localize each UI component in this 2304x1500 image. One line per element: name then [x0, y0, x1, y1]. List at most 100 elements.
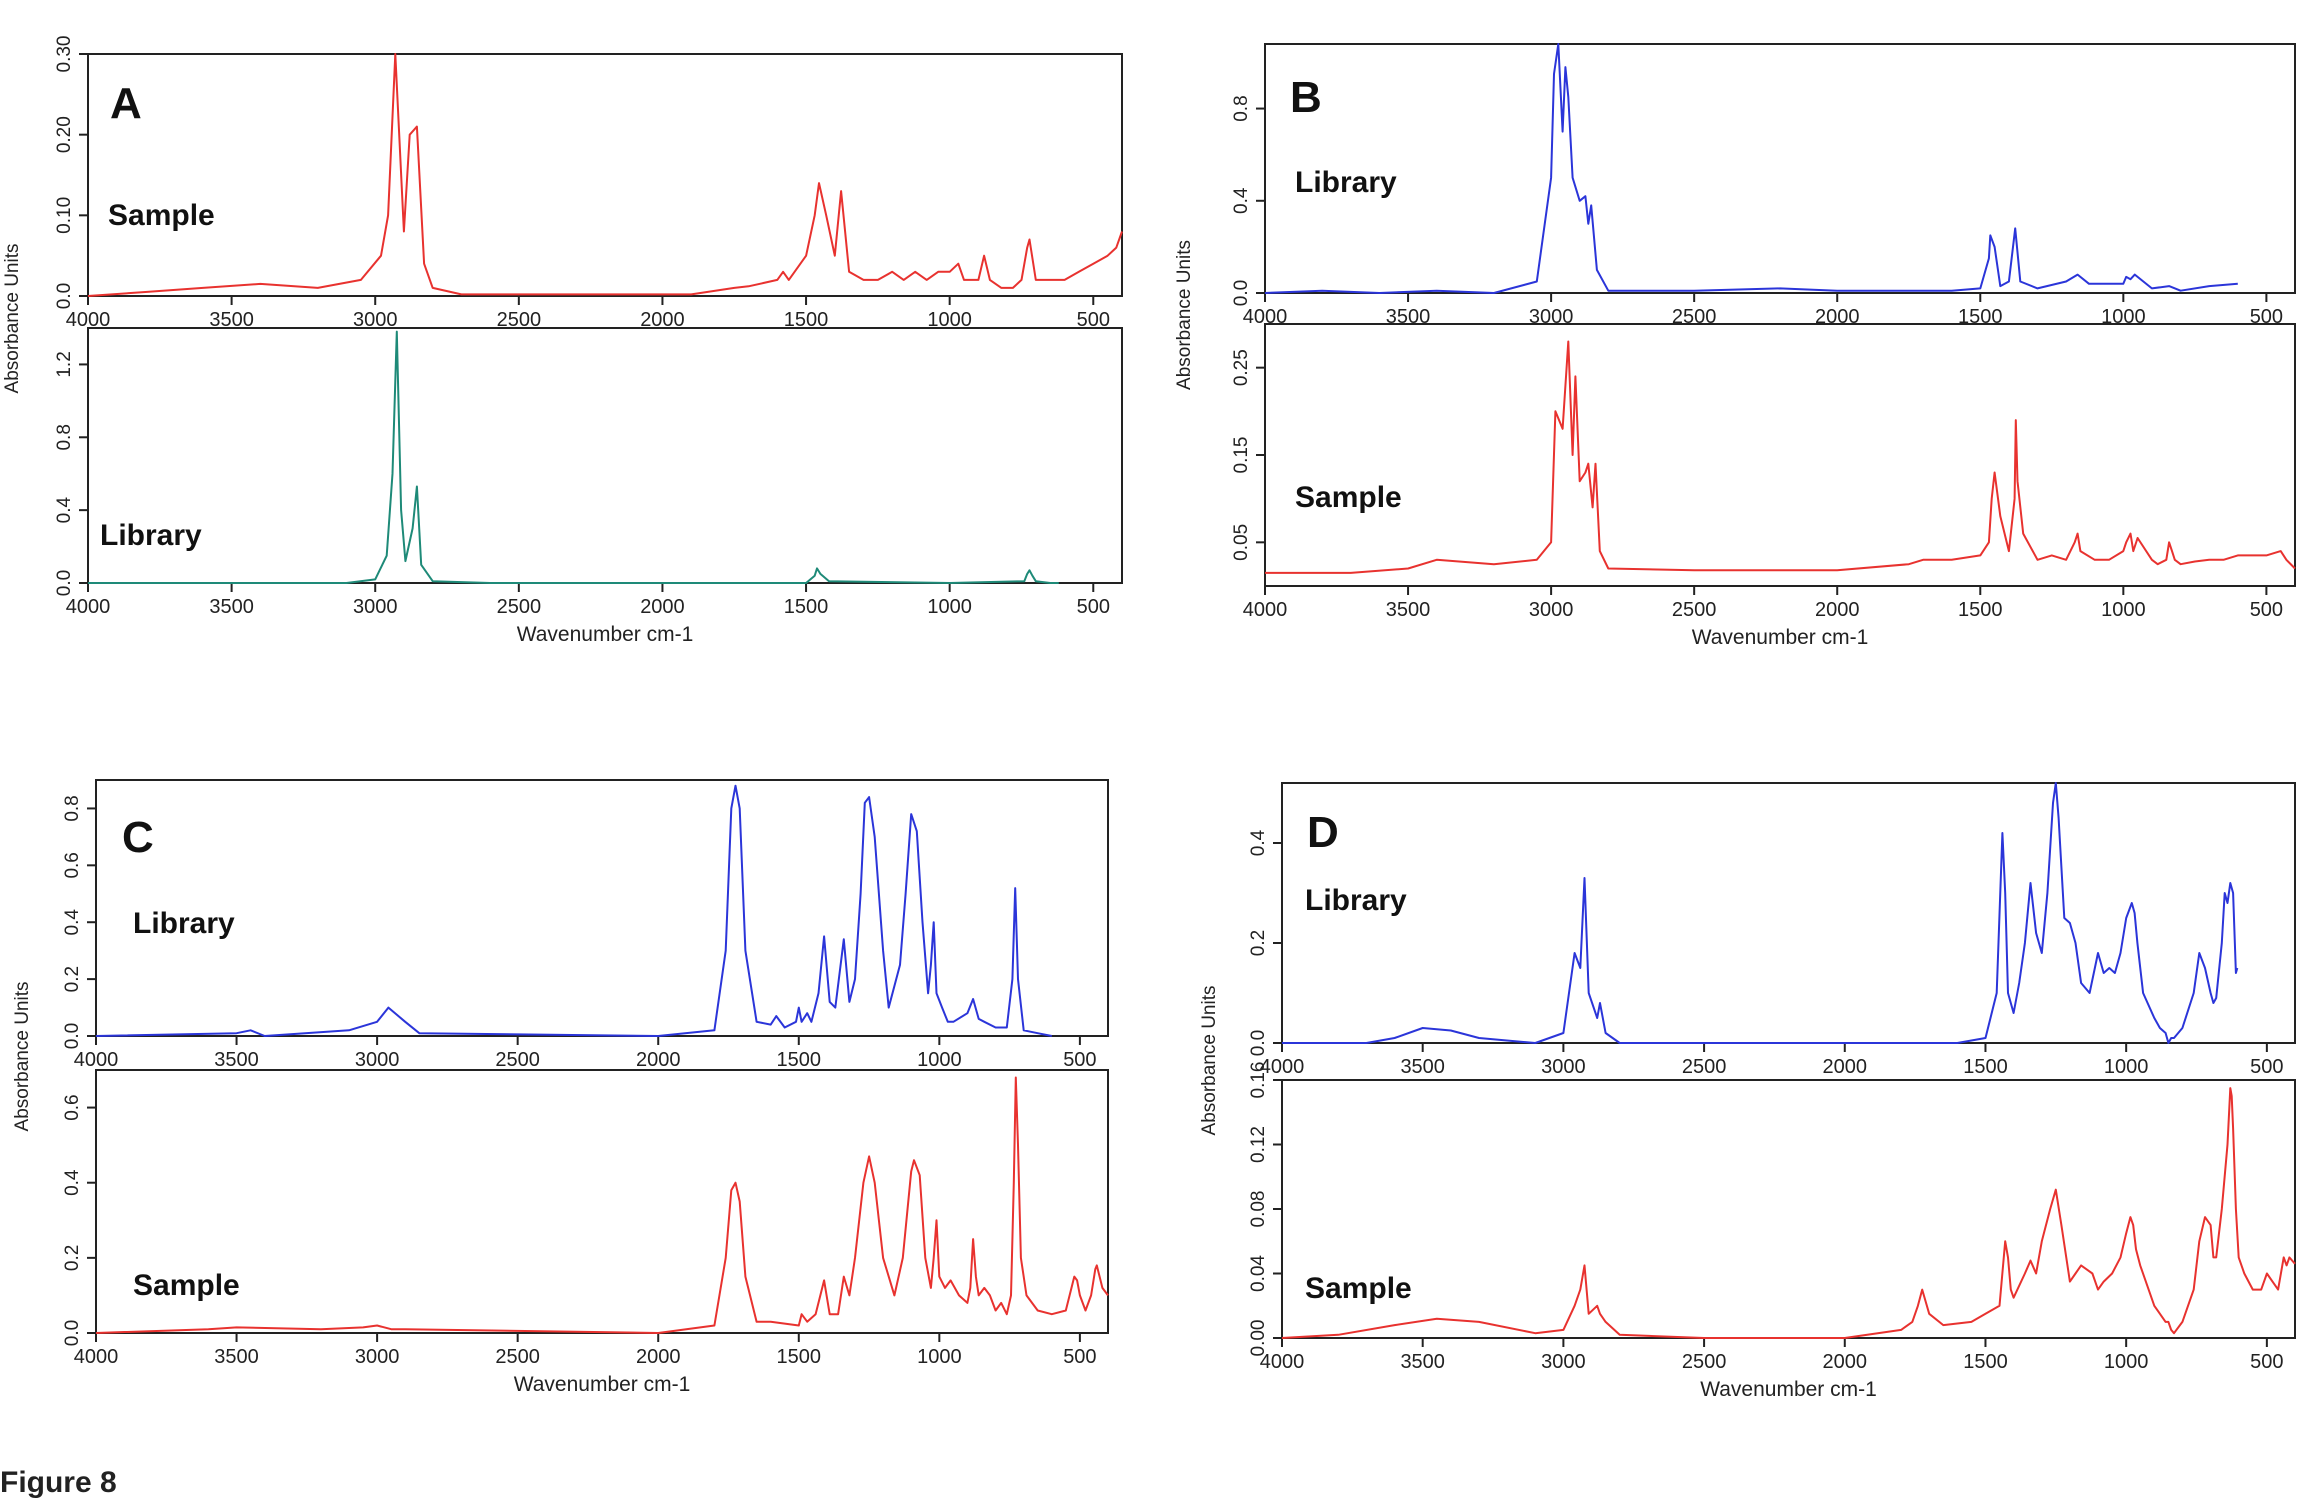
series-label: Library	[133, 907, 235, 940]
y-tick-label: 0.0	[54, 570, 75, 596]
x-tick-label: 500	[2250, 599, 2283, 621]
chart-panel-d: 4000 3500 3000 2500 2000 1500 1000 500 0.0 0.2 0.4…	[1199, 782, 2296, 1401]
plot-frame	[87, 327, 1123, 584]
y-tick-label: 0.05	[1231, 524, 1252, 561]
x-tick-label: 2000	[636, 1346, 681, 1368]
x-tick-label: 1500	[1958, 599, 2003, 621]
x-tick-label: 1000	[2101, 306, 2146, 328]
x-tick-label: 4000	[1243, 306, 1288, 328]
x-tick-label: 1500	[1958, 306, 2003, 328]
x-tick-label: 1500	[1963, 1351, 2008, 1373]
subplot-sample: 4000 3500 3000 2500 2000 1500 1000 500 0.00 0.04 0…	[1248, 1062, 2296, 1373]
x-tick-label: 2000	[636, 1049, 681, 1071]
x-tick-label: 3500	[1386, 599, 1431, 621]
x-tick-label: 500	[2250, 1351, 2283, 1373]
y-tick-label: 0.0	[1231, 280, 1252, 306]
x-tick-label: 2500	[1682, 1351, 1727, 1373]
y-axis-label: Absorbance Units	[1174, 240, 1195, 390]
x-tick-label: 500	[2250, 1056, 2283, 1078]
x-axis-label: Wavenumber cm-1	[1700, 1378, 1877, 1401]
y-tick-label: 0.2	[1248, 930, 1269, 956]
x-tick-label: 3500	[1400, 1056, 1445, 1078]
series-line-library	[88, 330, 1059, 584]
plot-frame	[95, 779, 1109, 1037]
y-tick-label: 0.4	[54, 497, 75, 524]
x-tick-label: 500	[1077, 309, 1110, 331]
x-tick-label: 1500	[1963, 1056, 2008, 1078]
series-label: Sample	[133, 1269, 240, 1302]
y-axis-label: Absorbance Units	[1199, 986, 1220, 1136]
y-tick-label: 0.0	[1248, 1030, 1269, 1056]
x-tick-label: 3000	[355, 1346, 400, 1368]
series-line-sample	[87, 53, 1123, 297]
x-tick-label: 2500	[497, 309, 542, 331]
plot-frame	[1281, 1079, 2296, 1339]
x-tick-label: 1500	[777, 1346, 822, 1368]
x-tick-label: 2000	[640, 309, 685, 331]
y-tick-label: 1.2	[54, 351, 75, 377]
subplot-sample: 4000 3500 3000 2500 2000 1500 1000 500 0.05 0.15 0…	[1231, 323, 2296, 621]
x-tick-label: 1000	[917, 1346, 962, 1368]
x-tick-label: 3500	[1400, 1351, 1445, 1373]
panel-letter: B	[1290, 73, 1322, 122]
x-tick-label: 4000	[1260, 1056, 1305, 1078]
x-tick-label: 3000	[353, 309, 398, 331]
x-tick-label: 2500	[1672, 599, 1717, 621]
series-line-sample	[1281, 1087, 2296, 1339]
y-tick-label: 0.10	[54, 197, 75, 234]
x-tick-label: 4000	[1243, 599, 1288, 621]
x-tick-label: 2000	[1815, 599, 1860, 621]
x-tick-label: 500	[1063, 1346, 1096, 1368]
x-tick-label: 3000	[355, 1049, 400, 1071]
y-tick-label: 0.08	[1248, 1191, 1269, 1228]
x-tick-label: 500	[1063, 1049, 1096, 1071]
x-tick-label: 3000	[1529, 599, 1574, 621]
x-tick-label: 3500	[214, 1346, 259, 1368]
x-tick-label: 3000	[1529, 306, 1574, 328]
x-tick-label: 1000	[927, 309, 972, 331]
x-tick-label: 2500	[1672, 306, 1717, 328]
subplot-sample: 4000 3500 3000 2500 2000 1500 1000 500 0.0 0.2 0.4…	[62, 1069, 1109, 1368]
y-tick-label: 0.4	[62, 909, 83, 936]
y-tick-label: 0.4	[1231, 187, 1252, 214]
x-tick-label: 4000	[66, 596, 111, 618]
y-tick-label: 0.2	[62, 966, 83, 992]
x-tick-label: 1000	[2101, 599, 2146, 621]
subplot-library: 4000 3500 3000 2500 2000 1500 1000 500 0.0 0.2 0.4…	[62, 779, 1109, 1071]
x-tick-label: 2000	[1823, 1056, 1868, 1078]
series-label: Sample	[108, 199, 215, 232]
figure-caption: Figure 8	[0, 1466, 117, 1499]
panel-letter: D	[1307, 808, 1339, 857]
y-tick-label: 0.25	[1231, 349, 1252, 386]
x-tick-label: 500	[1077, 596, 1110, 618]
subplot-library: 4000 3500 3000 2500 2000 1500 1000 500 0.0 0.2 0.4…	[1248, 782, 2296, 1078]
series-label: Sample	[1295, 481, 1402, 514]
y-tick-label: 0.8	[1231, 95, 1252, 121]
x-tick-label: 4000	[74, 1346, 119, 1368]
plot-frame	[87, 53, 1123, 297]
plot-frame	[1264, 323, 2296, 587]
x-tick-label: 1000	[2104, 1056, 2149, 1078]
subplot-library: 4000 3500 3000 2500 2000 1500 1000 500 0.0 0.4 0.8…	[1231, 43, 2296, 328]
y-tick-label: 0.8	[54, 424, 75, 450]
y-tick-label: 0.2	[62, 1245, 83, 1271]
x-tick-label: 3500	[1386, 306, 1431, 328]
chart-panel-b: 4000 3500 3000 2500 2000 1500 1000 500 0.0 0.4 0.8…	[1174, 43, 2296, 649]
y-axis-label: Absorbance Units	[2, 244, 23, 394]
series-line-library	[1264, 43, 2238, 294]
y-tick-label: 0.0	[62, 1320, 83, 1346]
series-line-sample	[1265, 340, 2296, 574]
plot-frame	[1281, 782, 2296, 1044]
y-tick-label: 0.4	[62, 1169, 83, 1196]
x-tick-label: 3500	[214, 1049, 259, 1071]
y-tick-label: 0.30	[54, 36, 75, 73]
x-tick-label: 3000	[1541, 1056, 1586, 1078]
x-tick-label: 4000	[74, 1049, 119, 1071]
x-tick-label: 4000	[1260, 1351, 1305, 1373]
x-tick-label: 500	[2250, 306, 2283, 328]
y-tick-label: 0.0	[54, 283, 75, 309]
y-tick-label: 0.6	[62, 1094, 83, 1120]
series-label: Library	[100, 519, 202, 552]
series-line-library	[95, 784, 1052, 1037]
